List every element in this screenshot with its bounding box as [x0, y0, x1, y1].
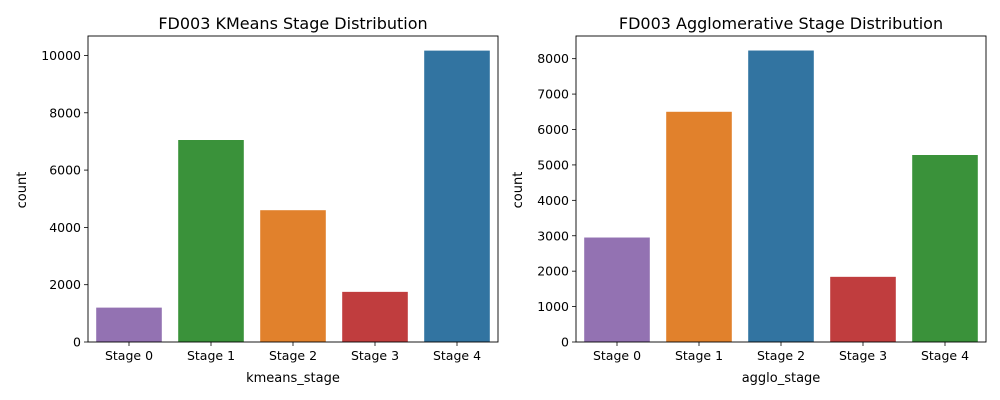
y-axis-label: count	[511, 172, 526, 209]
x-tick-label: Stage 3	[351, 348, 399, 363]
y-tick-label: 6000	[49, 163, 81, 178]
x-tick-group: Stage 0 Stage 1 Stage 2 Stage 3 Stage 4	[105, 342, 481, 363]
bar-group	[96, 50, 490, 342]
y-tick-label: 8000	[49, 105, 81, 120]
bar-group	[584, 50, 978, 343]
plot-frame	[575, 35, 987, 343]
chart-title: FD003 Agglomerative Stage Distribution	[619, 14, 943, 33]
y-axis-label: count	[15, 172, 30, 209]
y-tick-label: 10000	[41, 48, 81, 63]
y-tick-label: 8000	[537, 51, 569, 66]
x-tick-label: Stage 0	[105, 348, 153, 363]
x-tick-label: Stage 4	[921, 348, 969, 363]
bar-4	[912, 155, 978, 342]
y-tick-group: 0 1000 2000 3000 4000 5000 6000 7000 8000	[537, 51, 576, 350]
y-tick-label: 0	[73, 335, 81, 350]
y-tick-label: 6000	[537, 122, 569, 137]
bar-2	[260, 210, 326, 342]
x-tick-label: Stage 0	[593, 348, 641, 363]
x-tick-label: Stage 3	[839, 348, 887, 363]
bar-2	[748, 50, 814, 342]
plot-frame	[87, 35, 499, 343]
x-tick-label: Stage 1	[675, 348, 723, 363]
chart-title: FD003 KMeans Stage Distribution	[158, 14, 427, 33]
agglo-stage-chart: FD003 Agglomerative Stage Distribution a…	[511, 14, 987, 386]
kmeans-stage-chart: FD003 KMeans Stage Distribution kmeans_s…	[15, 14, 499, 386]
x-axis-label: kmeans_stage	[246, 371, 340, 386]
x-tick-label: Stage 4	[433, 348, 481, 363]
x-tick-group: Stage 0 Stage 1 Stage 2 Stage 3 Stage 4	[593, 342, 969, 363]
y-tick-label: 2000	[49, 277, 81, 292]
bar-3	[342, 291, 408, 342]
bar-3	[830, 276, 896, 342]
y-tick-label: 1000	[537, 299, 569, 314]
x-axis-label: agglo_stage	[742, 371, 821, 386]
bar-0	[584, 237, 650, 342]
y-tick-label: 4000	[537, 193, 569, 208]
y-tick-label: 2000	[537, 264, 569, 279]
y-tick-label: 3000	[537, 228, 569, 243]
bar-1	[666, 111, 732, 343]
bar-4	[424, 50, 490, 342]
y-tick-group: 0 2000 4000 6000 8000 10000	[41, 48, 88, 350]
x-tick-label: Stage 2	[757, 348, 805, 363]
y-tick-label: 4000	[49, 220, 81, 235]
x-tick-label: Stage 1	[187, 348, 235, 363]
y-tick-label: 7000	[537, 87, 569, 102]
x-tick-label: Stage 2	[269, 348, 317, 363]
bar-0	[96, 307, 162, 342]
y-tick-label: 0	[561, 335, 569, 350]
y-tick-label: 5000	[537, 157, 569, 172]
bar-1	[178, 140, 244, 342]
